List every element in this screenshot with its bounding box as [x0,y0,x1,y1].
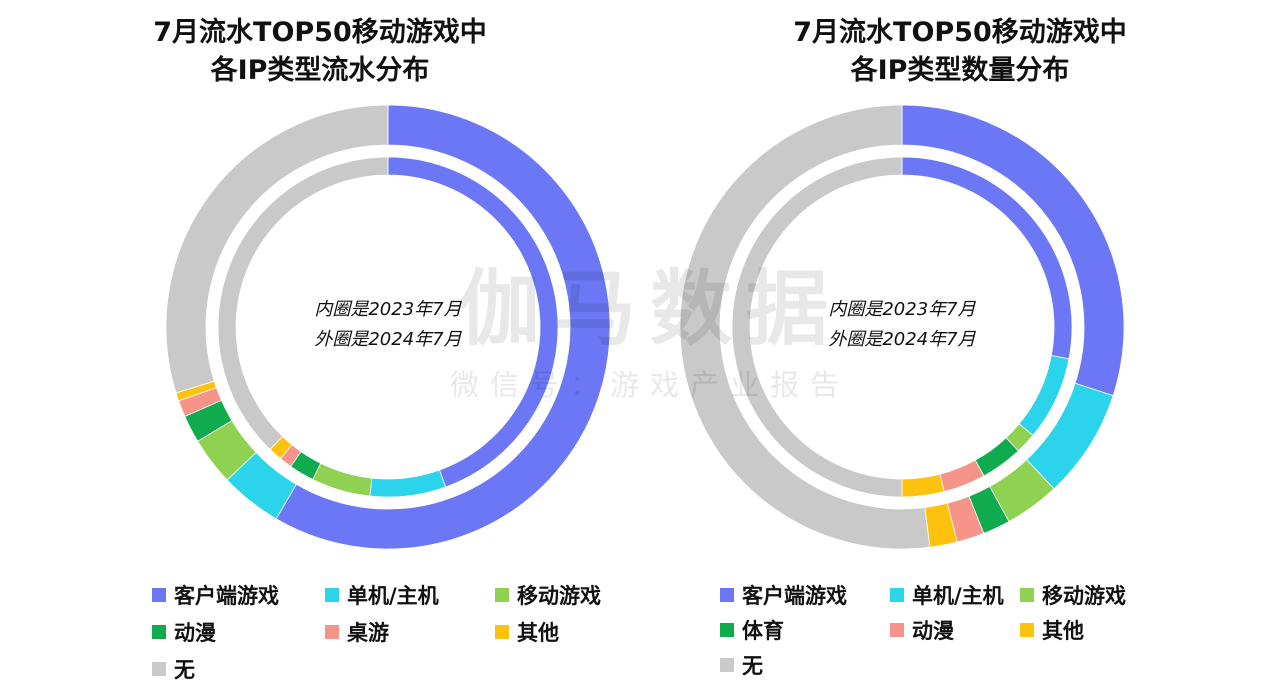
left-inner-slice-无 [217,156,389,451]
left-legend-swatch [325,625,339,639]
left-legend-swatch [325,588,339,602]
left-legend-label: 客户端游戏 [174,584,279,608]
right-inner-slice-体育 [974,437,1019,477]
right-outer-slice-无 [679,104,931,550]
right-legend-swatch [1020,588,1034,602]
right-legend-label: 单机/主机 [912,584,1004,608]
right-legend-swatch [720,623,734,637]
left-inner-slice-单机-主机 [369,469,447,498]
left-inner-slice-移动游戏 [312,462,373,497]
right-legend-item-无: 无 [720,650,763,680]
left-outer-slice-无 [165,104,389,394]
right-legend-item-体育: 体育 [720,615,784,645]
left-legend-swatch [152,625,166,639]
left-legend-item-其他: 其他 [495,617,559,647]
right-legend-label: 动漫 [912,619,954,643]
right-inner-slice-动漫 [939,459,985,493]
left-legend-item-单机-主机: 单机/主机 [325,580,439,610]
left-legend-label: 其他 [517,621,559,645]
right-inner-slice-其他 [901,473,945,498]
right-legend-label: 体育 [742,619,784,643]
left-legend-label: 单机/主机 [347,584,439,608]
right-legend-label: 其他 [1042,619,1084,643]
right-legend-item-其他: 其他 [1020,615,1084,645]
left-chart-panel: 7月流水TOP50移动游戏中 各IP类型流水分布 内圈是2023年7月 外圈是20… [0,14,640,684]
left-legend-label: 桌游 [347,621,389,645]
right-legend-item-移动游戏: 移动游戏 [1020,580,1126,610]
right-title-line-1: 7月流水TOP50移动游戏中 [793,17,1127,48]
left-legend-swatch [152,662,166,676]
left-outer-slice-客户端游戏 [275,104,611,550]
right-legend-swatch [1020,623,1034,637]
right-title-line-2: 各IP类型数量分布 [850,55,1070,86]
right-chart-title: 7月流水TOP50移动游戏中 各IP类型数量分布 [640,14,1280,90]
right-outer-slice-客户端游戏 [901,104,1125,397]
right-legend-item-客户端游戏: 客户端游戏 [720,580,847,610]
right-legend-item-单机-主机: 单机/主机 [890,580,1004,610]
left-legend-item-无: 无 [152,654,195,684]
right-legend-swatch [720,588,734,602]
right-legend-label: 无 [742,654,763,678]
right-legend-item-动漫: 动漫 [890,615,954,645]
left-legend-label: 动漫 [174,621,216,645]
left-title-line-1: 7月流水TOP50移动游戏中 [153,17,487,48]
left-legend-label: 移动游戏 [517,584,601,608]
left-legend-label: 无 [174,658,195,682]
right-legend-swatch [890,623,904,637]
right-legend-swatch [720,658,734,672]
left-legend-item-客户端游戏: 客户端游戏 [152,580,279,610]
left-center-text-2: 外圈是2024年7月 [314,329,462,350]
left-legend-item-动漫: 动漫 [152,617,216,647]
right-center-text-2: 外圈是2024年7月 [828,329,976,350]
right-chart-panel: 7月流水TOP50移动游戏中 各IP类型数量分布 内圈是2023年7月 外圈是20… [640,0,1280,696]
left-legend-item-移动游戏: 移动游戏 [495,580,601,610]
right-legend-label: 移动游戏 [1042,584,1126,608]
right-legend-label: 客户端游戏 [742,584,847,608]
left-legend-swatch [495,625,509,639]
left-legend-item-桌游: 桌游 [325,617,389,647]
left-legend-swatch [152,588,166,602]
left-legend-swatch [495,588,509,602]
right-legend-swatch [890,588,904,602]
left-chart-title: 7月流水TOP50移动游戏中 各IP类型流水分布 [0,14,640,90]
left-center-text-1: 内圈是2023年7月 [314,299,462,320]
right-inner-slice-无 [731,156,903,498]
left-title-line-2: 各IP类型流水分布 [210,55,430,86]
right-center-text-1: 内圈是2023年7月 [828,299,976,320]
